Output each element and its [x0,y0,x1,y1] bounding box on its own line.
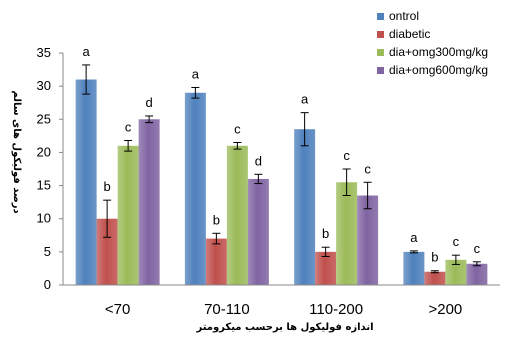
y-tick-label: 5 [44,244,51,259]
x-category-label: <70 [105,301,130,318]
y-axis-ticks: 0 5 10 15 20 25 30 35 [37,45,63,292]
legend-swatch [377,67,384,74]
x-category-label: >200 [428,301,462,318]
legend-label: dia+omg300mg/kg [389,45,488,59]
x-category-label: 110-200 [309,301,363,318]
y-axis-title: درصد فولیکول های سالم [11,90,22,213]
bar [227,146,248,285]
legend-label: dia+omg600mg/kg [389,63,488,77]
legend-swatch [377,31,384,38]
significance-letter: c [125,119,132,134]
bar [118,146,139,285]
y-tick-label: 10 [37,211,51,226]
x-axis-title: اندازه فولیکول ها برحسب میکرومتر [195,322,373,333]
bar [76,80,97,285]
legend-swatch [377,13,384,20]
bar [206,239,227,285]
legend: ontrol diabetic dia+omg300mg/kg dia+omg600m… [377,9,488,77]
legend-swatch [377,49,384,56]
x-axis-categories: <70 70-110 110-200 >200 [105,301,462,318]
significance-letter: b [213,212,220,227]
bar [466,264,487,285]
bar [336,182,357,285]
bar [294,129,315,285]
y-tick-label: 30 [37,78,51,93]
y-tick-label: 20 [37,144,51,159]
significance-letter: c [453,234,460,249]
significance-letter: b [104,179,111,194]
bar [248,179,269,285]
legend-label: ontrol [389,9,419,23]
bar [424,272,445,285]
x-category-label: 70-110 [204,301,250,318]
significance-letter: a [83,44,91,59]
significance-letter: a [301,92,309,107]
legend-label: diabetic [389,27,430,41]
bar [403,252,424,285]
significance-letter: a [192,66,200,81]
y-tick-label: 25 [37,111,51,126]
y-tick-label: 15 [37,178,51,193]
significance-letter: c [364,161,371,176]
significance-letter: b [322,226,329,241]
significance-letter: a [410,230,418,245]
y-tick-label: 0 [44,277,51,292]
significance-letter: b [431,250,438,265]
y-tick-label: 35 [37,45,51,60]
bar [139,119,160,285]
bar-marks [76,65,488,285]
significance-letter: c [343,148,350,163]
bar [185,93,206,285]
significance-letter: d [146,95,153,110]
significance-letter: d [255,153,262,168]
significance-letter: c [474,241,481,256]
significance-letter: c [234,121,241,136]
